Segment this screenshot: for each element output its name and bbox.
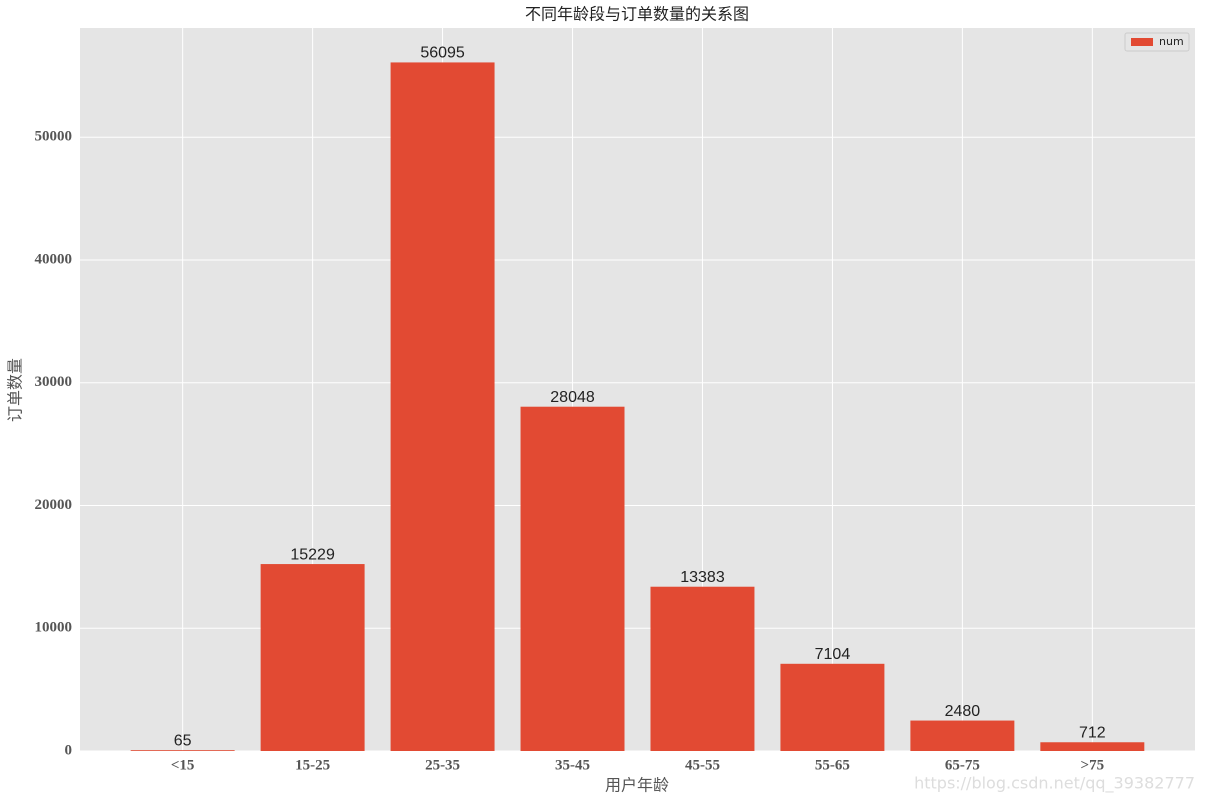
legend-label: num (1159, 35, 1184, 48)
bar (910, 720, 1015, 751)
value-label: 28048 (550, 389, 595, 406)
legend-box (1124, 32, 1190, 52)
y-tick-label: 20000 (35, 497, 73, 513)
plot-background (80, 28, 1195, 751)
y-tick-label: 50000 (35, 129, 73, 145)
value-label: 65 (174, 732, 192, 749)
bar (130, 750, 235, 751)
value-label: 712 (1079, 724, 1106, 741)
y-axis-label: 订单数量 (6, 358, 25, 422)
x-tick-label: >75 (1081, 757, 1105, 773)
value-label: 56095 (420, 45, 465, 62)
chart-title: 不同年龄段与订单数量的关系图 (525, 5, 749, 24)
y-tick-label: 30000 (35, 374, 73, 390)
x-tick-label: 35-45 (555, 757, 590, 773)
bar (780, 663, 885, 751)
x-tick-label: 45-55 (685, 757, 720, 773)
bar (650, 586, 755, 751)
legend-swatch (1131, 38, 1153, 46)
bar (260, 564, 365, 751)
value-label: 7104 (815, 646, 851, 663)
x-tick-label: <15 (171, 757, 195, 773)
x-tick-label: 65-75 (945, 757, 980, 773)
bar (520, 406, 625, 751)
y-tick-label: 40000 (35, 251, 73, 267)
value-label: 15229 (290, 546, 335, 563)
bar (1040, 742, 1145, 751)
x-tick-label: 25-35 (425, 757, 460, 773)
value-label: 2480 (945, 703, 981, 720)
value-label: 13383 (680, 569, 725, 586)
bar (390, 62, 495, 751)
x-tick-label: 55-65 (815, 757, 850, 773)
watermark: https://blog.csdn.net/qq_39382777 (914, 774, 1195, 794)
y-tick-label: 0 (65, 742, 73, 758)
x-tick-label: 15-25 (295, 757, 330, 773)
x-axis-label: 用户年龄 (605, 776, 669, 795)
y-tick-label: 10000 (35, 620, 73, 636)
